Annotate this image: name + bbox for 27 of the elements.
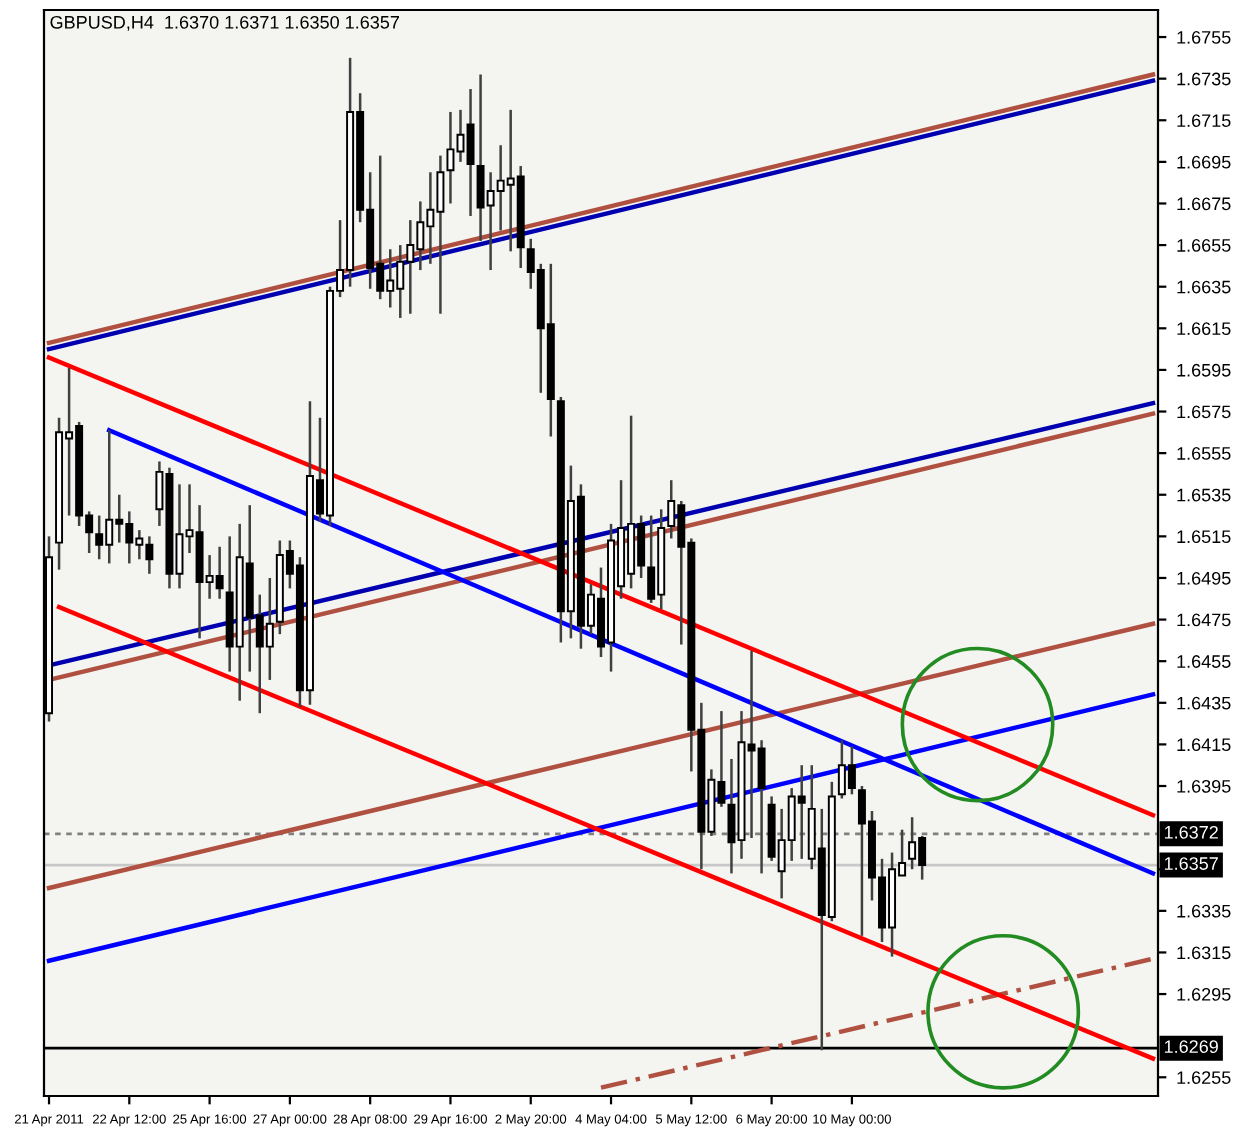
y-tick-label: 1.6515 bbox=[1177, 530, 1231, 544]
y-tick-label: 1.6395 bbox=[1177, 779, 1231, 793]
y-tick-label: 1.6475 bbox=[1177, 613, 1231, 627]
y-tick-label: 1.6455 bbox=[1177, 655, 1231, 668]
y-tick-label: 1.6675 bbox=[1177, 197, 1231, 211]
y-tick-label: 1.6415 bbox=[1177, 738, 1231, 752]
y-tick-label: 1.6335 bbox=[1177, 904, 1231, 918]
y-tick-label: 1.6435 bbox=[1177, 696, 1231, 710]
y-tick-label: 1.6535 bbox=[1177, 488, 1231, 502]
ref-line-label: 1.6357 bbox=[1164, 857, 1218, 870]
y-tick-label: 1.6595 bbox=[1177, 363, 1231, 377]
y-tick-label: 1.6755 bbox=[1177, 30, 1231, 44]
y-tick-label: 1.6495 bbox=[1177, 571, 1231, 585]
y-tick-label: 1.6715 bbox=[1177, 114, 1231, 127]
y-tick-label: 1.6575 bbox=[1177, 405, 1231, 419]
y-tick-label: 1.6635 bbox=[1177, 280, 1231, 294]
y-tick-label: 1.6735 bbox=[1177, 72, 1231, 86]
ref-line-label: 1.6269 bbox=[1164, 1040, 1218, 1053]
chart-title: GBPUSD,H4 1.6370 1.6371 1.6350 1.6357 bbox=[50, 15, 399, 31]
y-tick-label: 1.6555 bbox=[1177, 447, 1231, 460]
y-tick-label: 1.6695 bbox=[1177, 155, 1231, 169]
y-tick-label: 1.6615 bbox=[1177, 322, 1231, 336]
y-tick-label: 1.6255 bbox=[1177, 1071, 1231, 1084]
y-tick-label: 1.6655 bbox=[1177, 239, 1231, 252]
y-tick-label: 1.6295 bbox=[1177, 987, 1231, 1001]
ref-line-label: 1.6372 bbox=[1164, 825, 1218, 839]
y-tick-label: 1.6315 bbox=[1177, 946, 1231, 960]
